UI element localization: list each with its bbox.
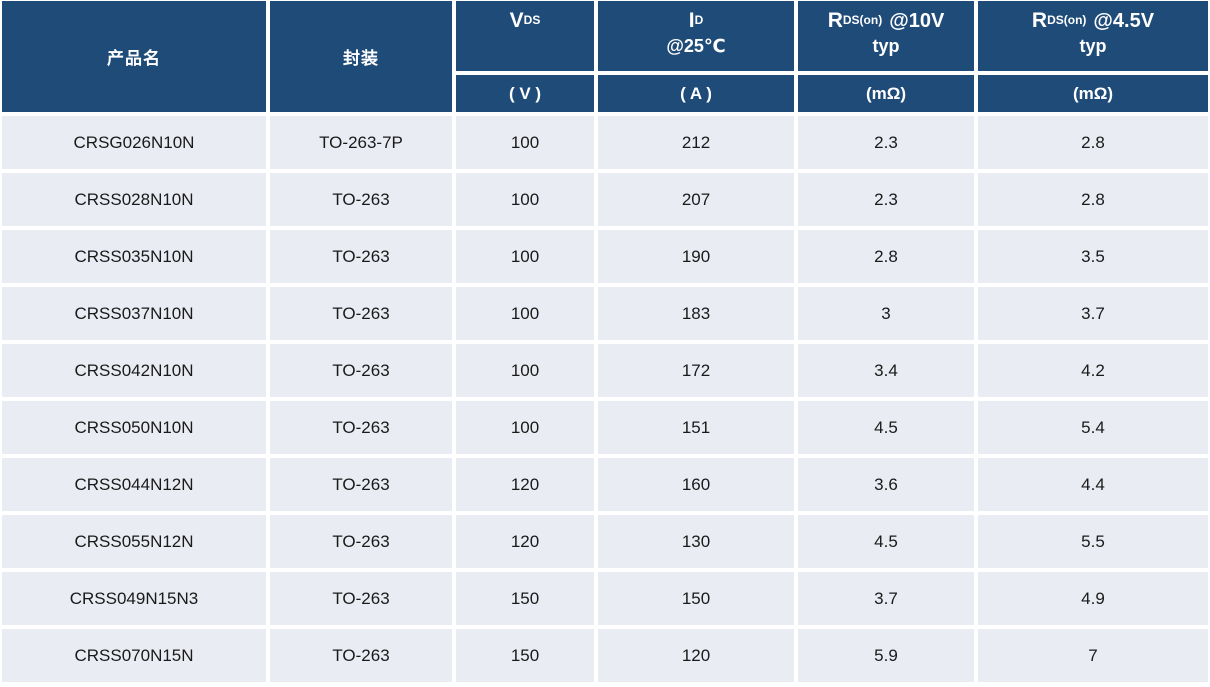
vds-value-cell: 150 [456,629,594,682]
rds-4v5-value-cell: 3.7 [978,287,1208,340]
rds-10v-value-cell: 5.9 [798,629,974,682]
rds-4v5-value-cell: 5.5 [978,515,1208,568]
header-package: 封装 [270,1,452,112]
header-rds-4v5-typ: typ [1079,36,1107,56]
vds-value-cell: 100 [456,401,594,454]
package-cell: TO-263 [270,344,452,397]
package-cell: TO-263-7P [270,116,452,169]
product-name-cell: CRSS037N10N [2,287,266,340]
header-vds: VDS [456,1,594,71]
product-name-cell: CRSS070N15N [2,629,266,682]
vds-value-cell: 150 [456,572,594,625]
rds-4v5-value-cell: 4.9 [978,572,1208,625]
header-rds-10v-typ: typ [872,36,900,56]
id-value-cell: 183 [598,287,794,340]
rds-10v-value-cell: 2.3 [798,116,974,169]
rds-10v-value-cell: 2.3 [798,173,974,226]
id-value-cell: 190 [598,230,794,283]
header-id-unit: ( A ) [598,75,794,112]
header-rds-10v-unit: (mΩ) [798,75,974,112]
package-cell: TO-263 [270,458,452,511]
vds-value-cell: 120 [456,458,594,511]
rds-10v-value-cell: 3 [798,287,974,340]
header-rds-4v5-label: RDS(on) @4.5V [1031,9,1155,32]
rds-4v5-value-cell: 4.2 [978,344,1208,397]
package-cell: TO-263 [270,287,452,340]
header-vds-unit: ( V ) [456,75,594,112]
rds-10v-value-cell: 3.7 [798,572,974,625]
product-name-cell: CRSG026N10N [2,116,266,169]
id-value-cell: 172 [598,344,794,397]
product-name-cell: CRSS042N10N [2,344,266,397]
package-cell: TO-263 [270,572,452,625]
header-product-name-label: 产品名 [107,49,161,68]
vds-value-cell: 120 [456,515,594,568]
vds-value-cell: 100 [456,287,594,340]
product-name-cell: CRSS050N10N [2,401,266,454]
package-cell: TO-263 [270,515,452,568]
product-name-cell: CRSS035N10N [2,230,266,283]
header-package-label: 封装 [343,49,379,68]
package-cell: TO-263 [270,629,452,682]
header-rds-4v5: RDS(on) @4.5V typ [978,1,1208,71]
header-rds-10v-label: RDS(on) @10V [827,9,945,32]
header-product-name: 产品名 [2,1,266,112]
vds-value-cell: 100 [456,344,594,397]
rds-10v-value-cell: 4.5 [798,401,974,454]
header-vds-label: VDS [509,9,541,32]
package-cell: TO-263 [270,401,452,454]
id-value-cell: 151 [598,401,794,454]
rds-4v5-value-cell: 4.4 [978,458,1208,511]
rds-4v5-value-cell: 3.5 [978,230,1208,283]
header-id-label: ID [688,9,704,32]
rds-4v5-value-cell: 2.8 [978,116,1208,169]
id-value-cell: 120 [598,629,794,682]
id-value-cell: 160 [598,458,794,511]
id-value-cell: 212 [598,116,794,169]
header-rds-10v: RDS(on) @10V typ [798,1,974,71]
vds-value-cell: 100 [456,230,594,283]
product-name-cell: CRSS049N15N3 [2,572,266,625]
id-value-cell: 150 [598,572,794,625]
rds-4v5-value-cell: 7 [978,629,1208,682]
rds-4v5-value-cell: 2.8 [978,173,1208,226]
product-name-cell: CRSS055N12N [2,515,266,568]
header-id-condition: @25℃ [666,36,726,56]
package-cell: TO-263 [270,173,452,226]
package-cell: TO-263 [270,230,452,283]
rds-10v-value-cell: 2.8 [798,230,974,283]
product-name-cell: CRSS028N10N [2,173,266,226]
rds-4v5-value-cell: 5.4 [978,401,1208,454]
rds-10v-value-cell: 4.5 [798,515,974,568]
product-name-cell: CRSS044N12N [2,458,266,511]
header-id: ID @25℃ [598,1,794,71]
header-rds-4v5-unit: (mΩ) [978,75,1208,112]
id-value-cell: 207 [598,173,794,226]
vds-value-cell: 100 [456,116,594,169]
vds-value-cell: 100 [456,173,594,226]
id-value-cell: 130 [598,515,794,568]
rds-10v-value-cell: 3.6 [798,458,974,511]
rds-10v-value-cell: 3.4 [798,344,974,397]
